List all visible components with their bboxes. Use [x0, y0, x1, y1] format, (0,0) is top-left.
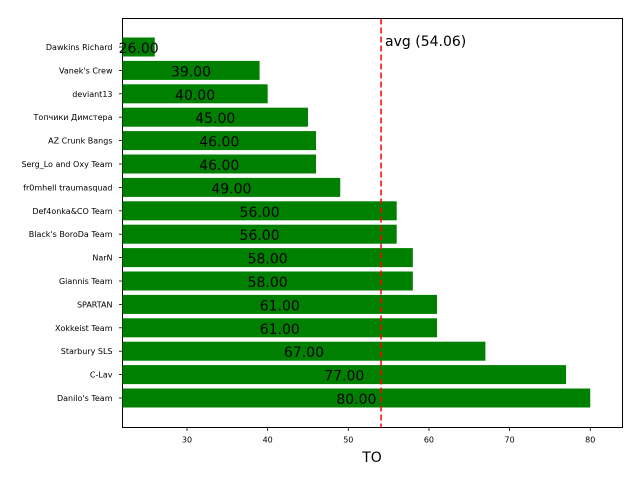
y-tick-label: Топчики Димстера — [33, 113, 113, 122]
y-tick-label: Danilo's Team — [57, 394, 113, 403]
bar-value-label: 61.00 — [260, 322, 300, 338]
y-tick-label: Giannis Team — [59, 277, 113, 286]
bars-group — [122, 37, 591, 408]
bar-value-label: 77.00 — [324, 369, 364, 385]
bar-15 — [122, 388, 591, 408]
x-tick-label: 30 — [182, 436, 192, 445]
bar-value-label: 80.00 — [336, 392, 376, 408]
y-tick-label: fr0mhell traumasquad — [23, 183, 112, 192]
bar-value-label: 56.00 — [240, 205, 280, 221]
bar-13 — [122, 341, 486, 361]
y-tick-label: Starbury SLS — [61, 347, 113, 356]
bar-4 — [122, 131, 317, 151]
bar-12 — [122, 318, 438, 338]
bar-14 — [122, 365, 567, 385]
y-tick-label: Def4onka&CO Team — [32, 207, 112, 216]
y-tick-label: AZ Crunk Bangs — [48, 137, 112, 146]
x-axis-ticks-group: 30 40 50 60 70 80 — [182, 427, 595, 445]
bar-value-label: 39.00 — [171, 64, 211, 80]
bar-value-label: 46.00 — [199, 135, 239, 151]
y-tick-label: Black's BoroDa Team — [29, 230, 113, 239]
y-tick-label: Serg_Lo and Oxy Team — [21, 160, 112, 169]
bar-value-labels-group: 26.00 39.00 40.00 45.00 46.00 46.00 49.00 56.00… — [119, 41, 377, 408]
bar-3 — [122, 107, 308, 127]
bar-value-label: 58.00 — [248, 275, 288, 291]
bar-5 — [122, 154, 317, 174]
plot-area-frame — [122, 18, 623, 428]
bar-0 — [122, 37, 155, 57]
y-tick-label: Dawkins Richard — [46, 43, 113, 52]
y-tick-label: C-Lav — [90, 371, 113, 380]
bar-9 — [122, 248, 413, 268]
y-tick-label: Xokkeist Team — [55, 324, 113, 333]
y-tick-label: SPARTAN — [77, 300, 113, 309]
bar-value-label: 49.00 — [211, 181, 251, 197]
bar-value-label: 61.00 — [260, 298, 300, 314]
bar-1 — [122, 60, 260, 80]
x-tick-label: 80 — [585, 436, 595, 445]
x-tick-label: 40 — [263, 436, 273, 445]
x-tick-label: 60 — [424, 436, 434, 445]
x-axis-label: TO — [361, 450, 382, 466]
bar-11 — [122, 294, 438, 314]
bar-value-label: 26.00 — [119, 41, 159, 57]
y-tick-label: Vanek's Crew — [59, 66, 113, 75]
y-tick-label: deviant13 — [72, 90, 112, 99]
bar-value-label: 58.00 — [248, 252, 288, 268]
y-tick-label: NarN — [92, 254, 112, 263]
bar-10 — [122, 271, 413, 291]
x-tick-label: 70 — [505, 436, 515, 445]
bar-2 — [122, 84, 268, 104]
bar-value-label: 67.00 — [284, 345, 324, 361]
bar-7 — [122, 201, 397, 221]
average-label: avg (54.06) — [385, 34, 466, 50]
y-axis-ticks-group: Dawkins Richard Vanek's Crew deviant13 Топч… — [21, 43, 123, 403]
bar-value-label: 45.00 — [195, 111, 235, 127]
bar-value-label: 40.00 — [175, 88, 215, 104]
bar-value-label: 46.00 — [199, 158, 239, 174]
bar-6 — [122, 177, 341, 197]
bar-8 — [122, 224, 397, 244]
bar-value-label: 56.00 — [240, 228, 280, 244]
x-tick-label: 50 — [343, 436, 353, 445]
